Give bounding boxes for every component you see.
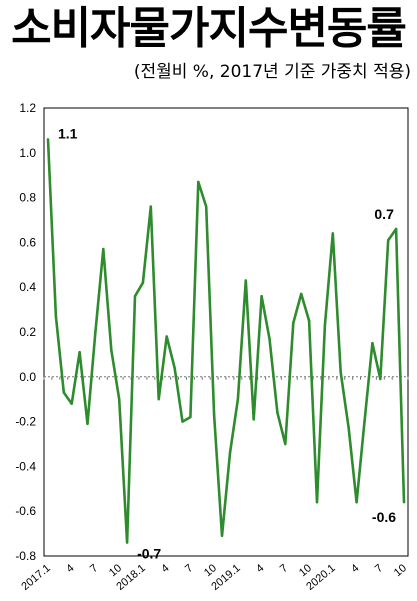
x-tick-label: 10 bbox=[392, 562, 409, 579]
y-tick-label: 1.2 bbox=[19, 101, 36, 115]
y-tick-label: -0.8 bbox=[15, 549, 36, 563]
data-point bbox=[78, 350, 81, 354]
data-label: -0.7 bbox=[137, 546, 161, 562]
data-point bbox=[260, 294, 263, 298]
y-tick-label: 1.0 bbox=[19, 146, 36, 160]
data-label: 0.7 bbox=[374, 206, 394, 222]
chart-title: 소비자물가지수변동률 bbox=[11, 3, 407, 54]
plot-area-border bbox=[43, 107, 409, 557]
data-point bbox=[86, 422, 89, 426]
x-tick-label: 4 bbox=[159, 562, 171, 575]
data-point bbox=[284, 442, 287, 446]
data-point bbox=[212, 413, 216, 417]
data-point bbox=[141, 281, 145, 284]
y-tick-label: 0.2 bbox=[19, 325, 36, 339]
data-point bbox=[394, 227, 398, 231]
data-point bbox=[133, 294, 137, 298]
data-label: -0.6 bbox=[372, 509, 396, 525]
x-tick-label: 2017.1 bbox=[19, 562, 52, 593]
data-point bbox=[339, 371, 342, 374]
data-point bbox=[363, 420, 366, 423]
data-point bbox=[355, 501, 358, 504]
data-point bbox=[197, 180, 200, 184]
x-tick-label: 7 bbox=[278, 562, 290, 575]
data-point bbox=[276, 411, 279, 414]
data-point bbox=[110, 348, 113, 352]
data-label: 1.1 bbox=[58, 125, 78, 141]
x-tick-label: 4 bbox=[349, 562, 361, 575]
data-point bbox=[46, 138, 50, 141]
x-tick-label: 7 bbox=[88, 562, 100, 575]
data-point bbox=[323, 324, 327, 327]
data-point bbox=[347, 427, 350, 430]
data-point bbox=[94, 330, 97, 334]
data-point bbox=[252, 418, 255, 421]
x-tick-label: 4 bbox=[254, 562, 266, 575]
data-point bbox=[387, 238, 390, 242]
data-point bbox=[331, 232, 335, 235]
data-point bbox=[54, 315, 58, 318]
data-point bbox=[371, 342, 374, 345]
data-point bbox=[379, 377, 382, 381]
data-point bbox=[125, 541, 129, 544]
y-tick-label: 0.0 bbox=[19, 370, 36, 384]
chart-subtitle: (전월비 %, 2017년 기준 가중치 적용) bbox=[133, 62, 411, 82]
data-point bbox=[149, 205, 153, 208]
y-tick-label: 0.4 bbox=[19, 280, 36, 294]
data-point bbox=[173, 366, 176, 370]
series-line bbox=[46, 139, 406, 544]
data-point bbox=[205, 205, 208, 208]
data-point bbox=[189, 415, 192, 419]
y-tick-label: -0.6 bbox=[15, 504, 36, 518]
data-point bbox=[181, 420, 184, 423]
data-point bbox=[62, 391, 65, 394]
y-tick-label: -0.4 bbox=[15, 459, 36, 473]
data-point bbox=[268, 337, 271, 340]
data-point bbox=[402, 501, 406, 504]
data-point bbox=[228, 451, 232, 455]
x-tick-label: 7 bbox=[183, 562, 195, 575]
x-tick-label: 7 bbox=[373, 562, 385, 575]
data-point bbox=[70, 402, 73, 405]
data-point bbox=[299, 292, 303, 296]
data-point bbox=[117, 398, 121, 401]
x-tick-label: 4 bbox=[64, 562, 76, 575]
data-point bbox=[157, 398, 160, 401]
y-tick-label: 0.8 bbox=[19, 191, 36, 205]
data-point bbox=[220, 534, 224, 538]
data-point bbox=[165, 335, 168, 338]
data-point bbox=[102, 247, 105, 251]
y-tick-label: 0.6 bbox=[19, 235, 36, 249]
data-point bbox=[292, 321, 295, 325]
data-point bbox=[236, 398, 240, 401]
y-tick-label: -0.2 bbox=[15, 415, 36, 429]
data-point bbox=[307, 319, 311, 322]
data-point bbox=[244, 279, 247, 282]
data-point bbox=[315, 501, 319, 504]
